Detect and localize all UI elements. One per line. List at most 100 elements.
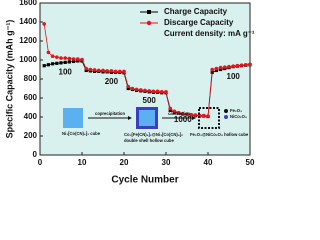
inset-label: NiCo₂O₄ [230, 114, 247, 119]
annotation: Current density: mA g⁻¹ [164, 29, 255, 38]
point [231, 64, 235, 68]
y-axis-label: Specific Capacity (mAh g⁻¹) [4, 20, 14, 139]
point [172, 109, 177, 114]
point [55, 61, 59, 65]
point [88, 67, 93, 72]
key-dot [224, 115, 228, 119]
point [109, 69, 114, 73]
legend-label: Discarge Capacity [164, 18, 234, 27]
point [130, 86, 135, 91]
point [51, 62, 55, 66]
arrow-head [128, 116, 132, 120]
point [134, 87, 139, 92]
point [227, 64, 231, 69]
y-tick-label: 0 [33, 150, 38, 159]
point [97, 68, 101, 73]
cube-icon [63, 108, 83, 128]
point [122, 69, 126, 74]
legend-marker [147, 10, 151, 14]
point [248, 62, 252, 67]
x-tick-label: 40 [204, 158, 213, 167]
point [105, 69, 109, 73]
point [84, 68, 88, 73]
hollow-cube-icon [198, 107, 220, 129]
point [71, 57, 76, 61]
x-tick-label: 10 [78, 158, 87, 167]
point [67, 60, 71, 64]
point [210, 67, 214, 72]
x-tick-label: 30 [162, 158, 171, 167]
arrow-head [192, 116, 196, 120]
inset-label: coprecipitation [95, 111, 125, 116]
point [239, 63, 244, 68]
y-tick-label: 800 [24, 74, 38, 83]
inset-label: Ni₃[Co(CN)₆]₂ cube [62, 131, 101, 136]
key-dot [224, 109, 228, 113]
x-axis-label: Cycle Number [111, 175, 178, 186]
point [42, 64, 46, 68]
point [126, 84, 130, 89]
point [46, 63, 50, 67]
y-tick-label: 1600 [19, 0, 37, 7]
y-tick-label: 1000 [19, 55, 37, 64]
point [84, 66, 88, 71]
point [223, 65, 227, 69]
y-tick-label: 1400 [19, 17, 37, 26]
point [92, 68, 97, 72]
point [235, 63, 240, 68]
point [168, 106, 172, 111]
shell-icon-inner [139, 110, 155, 126]
point [143, 88, 147, 93]
x-tick-label: 20 [120, 158, 129, 167]
point [113, 69, 118, 74]
point [63, 60, 67, 64]
point [185, 112, 189, 116]
point [189, 112, 193, 117]
point [151, 89, 156, 94]
y-tick-label: 200 [24, 131, 38, 140]
point [67, 56, 72, 61]
point [244, 62, 248, 67]
point [168, 108, 172, 112]
y-tick-label: 600 [24, 93, 38, 102]
chart: Cycle Number Specific Capacity (mAh g⁻¹)… [4, 0, 255, 186]
point [50, 54, 55, 58]
inset-label: Fe₂O₃ [230, 108, 242, 113]
point [202, 113, 206, 118]
point [63, 56, 67, 60]
annotation: 100 [59, 67, 73, 76]
y-tick-label: 400 [24, 112, 38, 121]
point [214, 66, 219, 71]
plot-area [39, 2, 251, 156]
point [72, 59, 76, 64]
point [164, 90, 168, 94]
inset-label: double shell hollow cube [124, 138, 174, 143]
annotation: 1000 [174, 115, 192, 124]
point [206, 114, 210, 118]
inset-diagram: Ni₃[Co(CN)₆]₂ cube coprecipitation Co₃[F… [62, 107, 249, 143]
point [118, 69, 122, 74]
annotation: 100 [227, 72, 241, 81]
plot-layer: 0 200 400 600 800 1000 1200 1400 1600 0 10 20 30 40 50… [19, 0, 255, 167]
point [126, 86, 130, 91]
point [76, 57, 80, 61]
point [219, 67, 223, 72]
point [59, 56, 63, 60]
point [193, 113, 198, 117]
legend-marker [146, 20, 152, 26]
point [80, 57, 84, 62]
point [46, 50, 51, 55]
inset-label: Fe₂O₃@NiCo₂O₄ hollow cube [190, 132, 249, 137]
point [76, 59, 80, 63]
point [181, 111, 185, 116]
x-tick-label: 50 [246, 158, 255, 167]
point [218, 65, 223, 70]
point [139, 88, 143, 92]
point [101, 68, 105, 73]
inset-label: Co₃[Fe(CN)₆]₂@Ni₃[Co(CN)₆]₂ [124, 132, 183, 137]
point [160, 90, 164, 94]
point [176, 110, 181, 115]
point [55, 55, 59, 59]
legend-label: Charge Capacity [164, 7, 228, 16]
inset-label: calcination [168, 111, 190, 116]
